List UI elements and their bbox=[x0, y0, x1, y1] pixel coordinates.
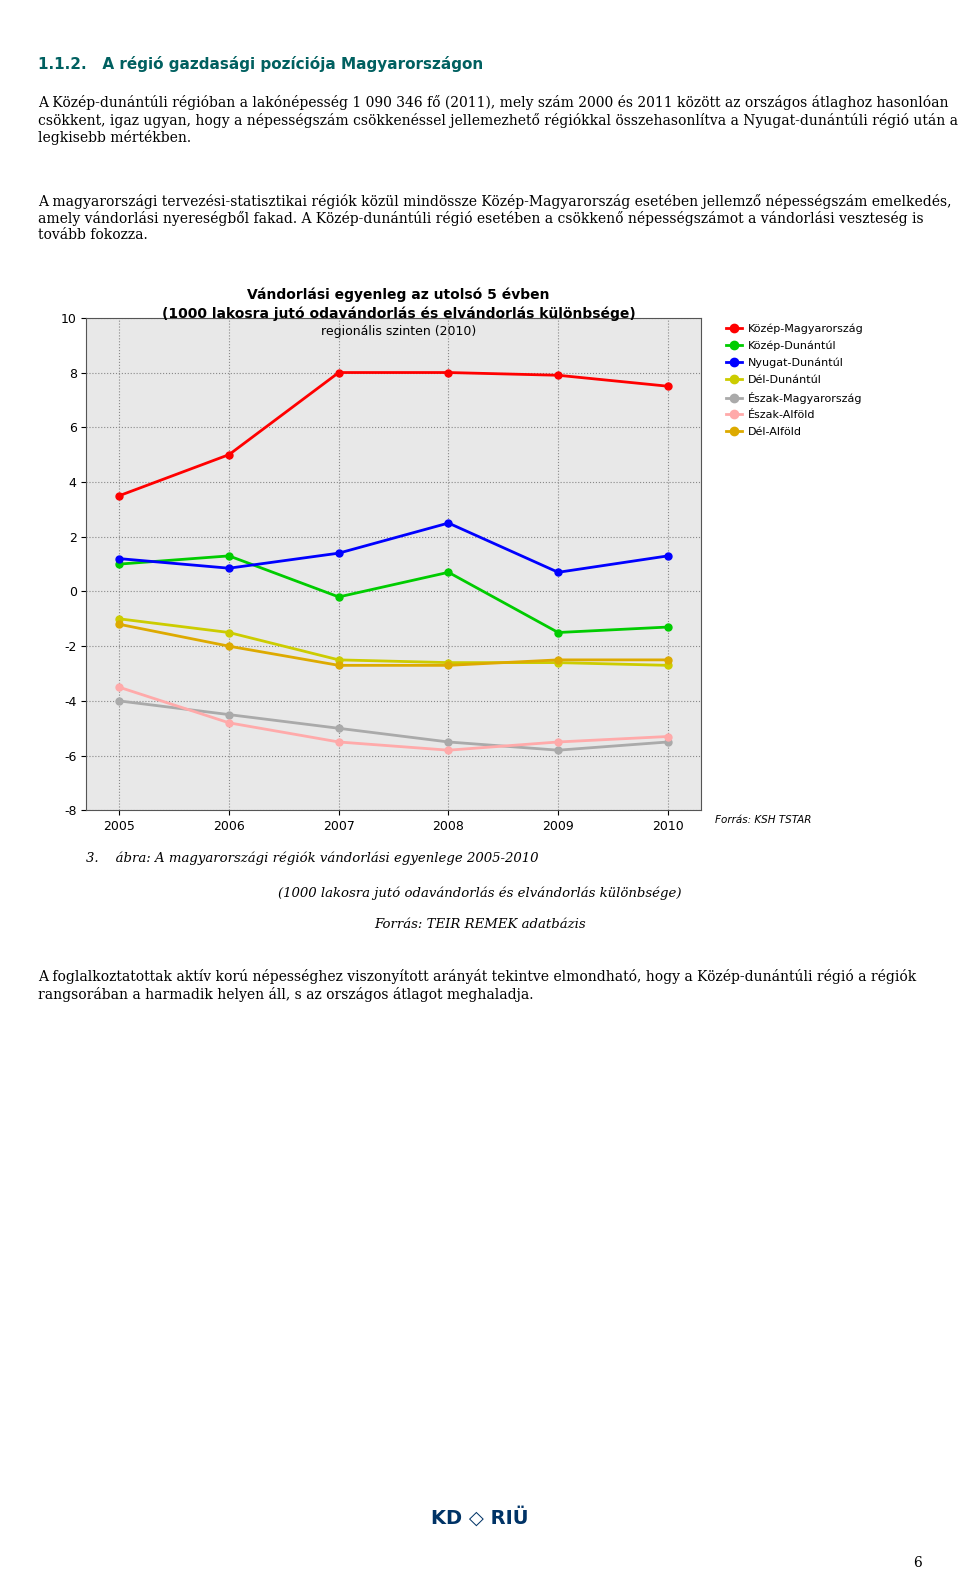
Text: A Közép-dunántúli régióban a lakónépesség 1 090 346 fő (2011), mely szám 2000 és: A Közép-dunántúli régióban a lakónépessé… bbox=[38, 95, 958, 145]
Text: A foglalkoztatottak aktív korú népességhez viszonyított arányát tekintve elmondh: A foglalkoztatottak aktív korú népességh… bbox=[38, 969, 917, 1001]
Text: 3.    ábra: A magyarországi régiók vándorlási egyenlege 2005-2010: 3. ábra: A magyarországi régiók vándorlá… bbox=[86, 852, 539, 864]
Text: Forrás: KSH TSTAR: Forrás: KSH TSTAR bbox=[715, 815, 812, 825]
Text: Vándorlási egyenleg az utolsó 5 évben: Vándorlási egyenleg az utolsó 5 évben bbox=[247, 288, 550, 302]
Text: regionális szinten (2010): regionális szinten (2010) bbox=[321, 326, 476, 338]
Text: 1.1.2.   A régió gazdasági pozíciója Magyarországon: 1.1.2. A régió gazdasági pozíciója Magya… bbox=[38, 56, 484, 72]
Text: (1000 lakosra jutó odavándorlás és elvándorlás különbsége): (1000 lakosra jutó odavándorlás és elván… bbox=[278, 887, 682, 899]
Text: KD ◇ RIÜ: KD ◇ RIÜ bbox=[431, 1506, 529, 1529]
Text: A magyarországi tervezési-statisztikai régiók közül mindössze Közép-Magyarország: A magyarországi tervezési-statisztikai r… bbox=[38, 194, 952, 243]
Text: (1000 lakosra jutó odavándorlás és elvándorlás különbsége): (1000 lakosra jutó odavándorlás és elván… bbox=[161, 307, 636, 321]
Text: 6: 6 bbox=[913, 1556, 922, 1570]
Legend: Közép-Magyarország, Közép-Dunántúl, Nyugat-Dunántúl, Dél-Dunántúl, Észak-Magyaro: Közép-Magyarország, Közép-Dunántúl, Nyug… bbox=[726, 323, 864, 437]
Text: Forrás: TEIR REMEK adatbázis: Forrás: TEIR REMEK adatbázis bbox=[374, 918, 586, 931]
